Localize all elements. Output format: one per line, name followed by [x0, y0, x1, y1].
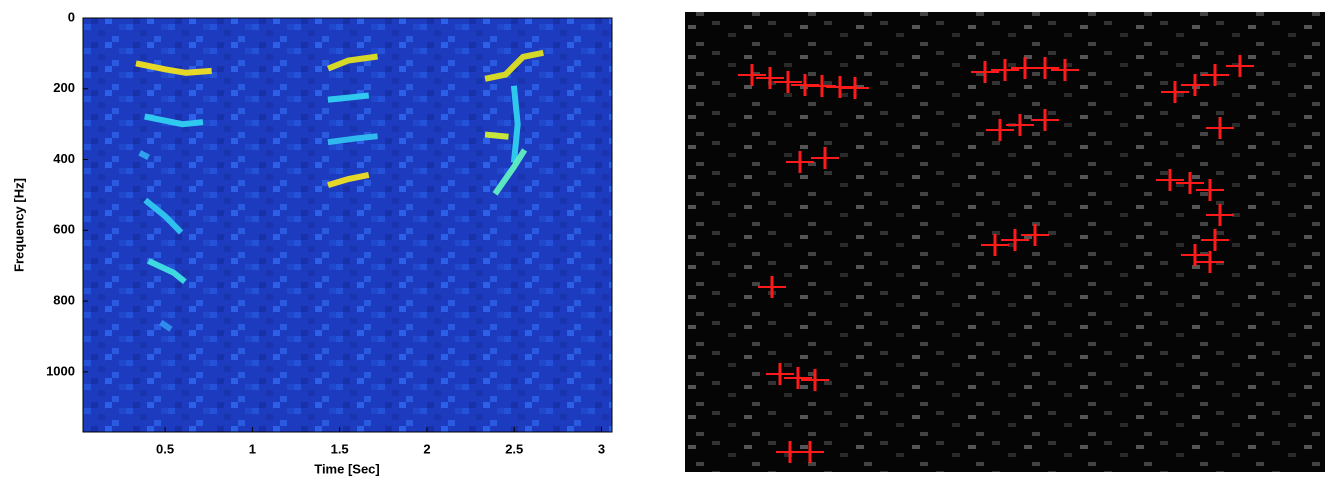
spectral-track	[327, 133, 378, 146]
y-tick-label: 800	[53, 293, 75, 308]
spectral-track	[143, 197, 184, 235]
y-tick-label: 1000	[46, 363, 75, 378]
spectral-track	[510, 85, 521, 163]
spectral-track	[492, 148, 528, 196]
plot-texture	[83, 18, 612, 432]
x-tick-label: 0.5	[156, 441, 174, 456]
y-tick-label: 400	[53, 151, 75, 166]
spectral-track	[147, 258, 187, 285]
spectral-track	[144, 113, 204, 128]
x-tick-label: 2	[423, 441, 430, 456]
spectral-track	[484, 131, 509, 140]
spectral-track	[484, 49, 544, 82]
y-axis-label: Frequency [Hz]	[11, 178, 26, 272]
spectral-track	[159, 319, 173, 332]
plot-frame	[82, 17, 613, 433]
x-tick-label: 1.5	[331, 441, 349, 456]
spectral-track	[135, 60, 212, 76]
spectral-track	[327, 92, 370, 103]
x-tick-label: 2.5	[505, 441, 523, 456]
spectral-track	[327, 53, 378, 72]
detection-panel	[685, 12, 1325, 472]
x-tick-label: 1	[249, 441, 256, 456]
y-tick-label: 0	[68, 9, 75, 24]
y-tick-label: 600	[53, 222, 75, 237]
spectrogram-panel: Time [Sec] Frequency [Hz] 0.5 1 1.5 2 2.5 3 0 2…	[11, 9, 613, 476]
y-tick-label: 200	[53, 80, 75, 95]
spectral-track	[138, 150, 150, 161]
image-texture	[685, 12, 1325, 472]
x-tick-label: 3	[598, 441, 605, 456]
spectral-track	[327, 171, 370, 189]
x-axis-label: Time [Sec]	[314, 461, 380, 476]
